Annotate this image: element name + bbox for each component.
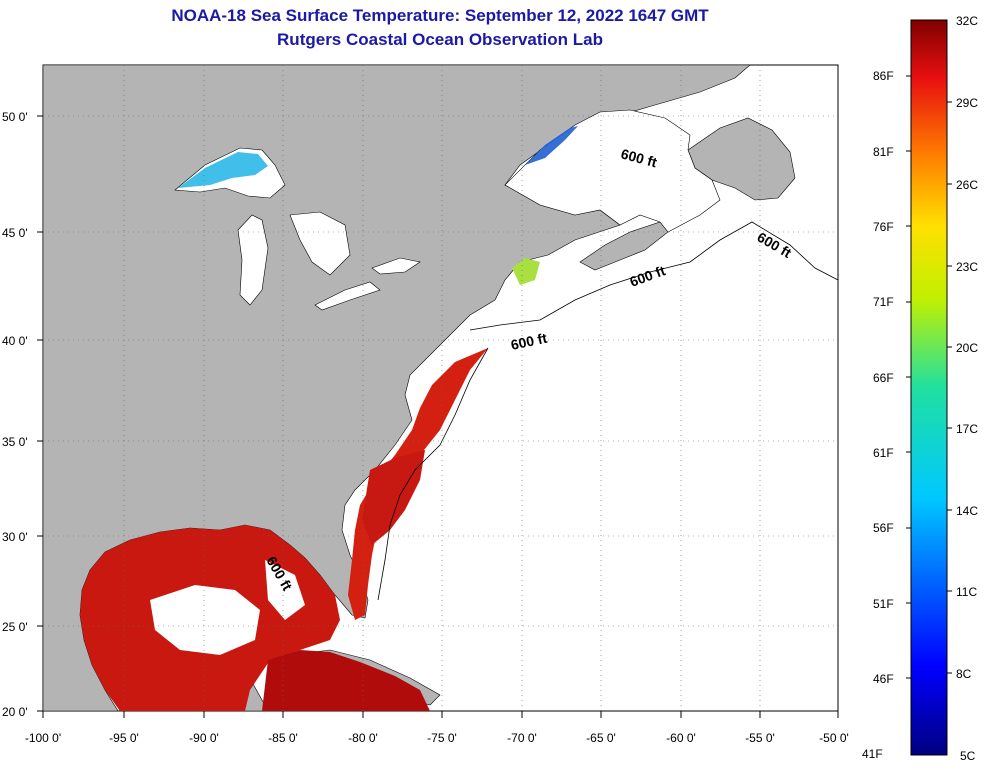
colorbar-fahrenheit-label: 56F [873, 521, 894, 535]
x-tick-label: -60 0' [666, 731, 696, 745]
gulf-clear-patch-2 [265, 560, 305, 620]
y-tick-label: 35 0' [2, 435, 28, 449]
colorbar-gradient [910, 19, 948, 756]
depth-contour-600ft [469, 221, 839, 331]
caribbean-sst [262, 650, 430, 711]
colorbar-fahrenheit-label: 86F [873, 69, 894, 83]
x-axis: -100 0' -95 0' -90 0' -85 0' -80 0' -75 … [25, 711, 849, 745]
y-tick-label: 40 0' [2, 334, 28, 348]
colorbar-fahrenheit-label: 71F [873, 295, 894, 309]
colorbar-celsius-label: 26C [956, 178, 978, 192]
colorbar-fahrenheit-label: 41F [862, 747, 883, 761]
chart-subtitle: Rutgers Coastal Ocean Observation Lab [277, 30, 603, 49]
colorbar: 32C 29C 26C 23C 20C 17C 14C 11C 8C 5C 86… [862, 14, 978, 763]
depth-contour-600ft-south [377, 347, 489, 601]
lake-erie [314, 281, 381, 311]
colorbar-celsius-label: 23C [956, 260, 978, 274]
gulf-of-maine-sst [512, 258, 540, 285]
colorbar-celsius-label: 14C [956, 504, 978, 518]
colorbar-celsius-label: 29C [956, 96, 978, 110]
x-tick-label: -95 0' [109, 731, 139, 745]
lake-michigan [237, 214, 269, 306]
contour-label: 600 ft [509, 330, 548, 353]
gulf-clear-patch [150, 585, 260, 655]
y-tick-label: 45 0' [2, 226, 28, 240]
colorbar-celsius-label: 17C [956, 422, 978, 436]
map-panel: 600 ft 600 ft 600 ft 600 ft 600 ft [42, 64, 839, 712]
colorbar-fahrenheit-label: 66F [873, 371, 894, 385]
x-tick-label: -50 0' [819, 731, 849, 745]
chart-title: NOAA-18 Sea Surface Temperature: Septemb… [171, 6, 709, 25]
x-tick-label: -90 0' [189, 731, 219, 745]
colorbar-celsius-label: 8C [956, 667, 972, 681]
colorbar-fahrenheit-label: 61F [873, 446, 894, 460]
x-tick-label: -75 0' [427, 731, 457, 745]
x-tick-label: -70 0' [507, 731, 537, 745]
lake-ontario [371, 257, 421, 275]
y-tick-label: 20 0' [2, 705, 28, 719]
x-tick-label: -80 0' [348, 731, 378, 745]
lake-huron [289, 211, 351, 276]
x-tick-label: -85 0' [268, 731, 298, 745]
colorbar-fahrenheit-label: 76F [873, 220, 894, 234]
y-tick-label: 50 0' [2, 110, 28, 124]
st-lawrence-sst [525, 126, 578, 165]
lake-superior-sst [178, 152, 268, 188]
colorbar-fahrenheit-label: 51F [873, 597, 894, 611]
colorbar-celsius-label: 5C [960, 749, 976, 763]
x-tick-label: -65 0' [586, 731, 616, 745]
x-tick-label: -55 0' [745, 731, 775, 745]
y-tick-label: 25 0' [2, 620, 28, 634]
y-tick-label: 30 0' [2, 530, 28, 544]
x-tick-label: -100 0' [25, 731, 61, 745]
colorbar-celsius-label: 20C [956, 341, 978, 355]
colorbar-celsius-label: 32C [956, 14, 978, 28]
colorbar-fahrenheit-label: 81F [873, 145, 894, 159]
colorbar-celsius-label: 11C [956, 585, 977, 599]
sargasso-patches [362, 450, 425, 545]
colorbar-fahrenheit-label: 46F [873, 672, 894, 686]
y-axis: 50 0' 45 0' 40 0' 35 0' 30 0' 25 0' 20 0… [2, 110, 43, 719]
